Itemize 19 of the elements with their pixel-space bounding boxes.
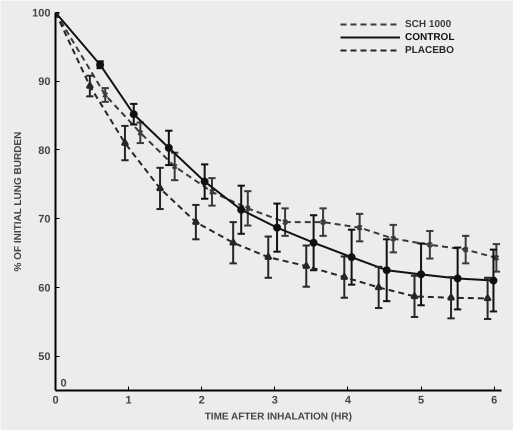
text: CONTROL	[405, 31, 454, 43]
x-tick-label: 2	[198, 394, 205, 406]
x-tick-label: 1	[126, 394, 132, 406]
x-tick-label: 6	[491, 394, 498, 406]
y-tick-label: 70	[38, 214, 51, 226]
text: SCH 1000	[405, 18, 452, 30]
x-tick-label: 4	[344, 394, 352, 406]
y-tick-label: 50	[38, 351, 51, 364]
annotation: 0	[60, 378, 67, 390]
y-tick-label: 100	[32, 8, 51, 20]
y-tick-label: 90	[38, 76, 51, 88]
text: PLACEBO	[405, 44, 454, 56]
y-axis-title: % OF INITIAL LUNG BURDEN	[13, 132, 24, 272]
x-tick-label: 0	[52, 394, 59, 406]
y-tick-label: 80	[38, 144, 51, 157]
x-tick-label: 5	[418, 394, 424, 406]
x-tick-label: 3	[272, 394, 278, 406]
x-axis-title: TIME AFTER INHALATION (HR)	[204, 412, 352, 422]
y-tick-label: 60	[38, 282, 51, 294]
